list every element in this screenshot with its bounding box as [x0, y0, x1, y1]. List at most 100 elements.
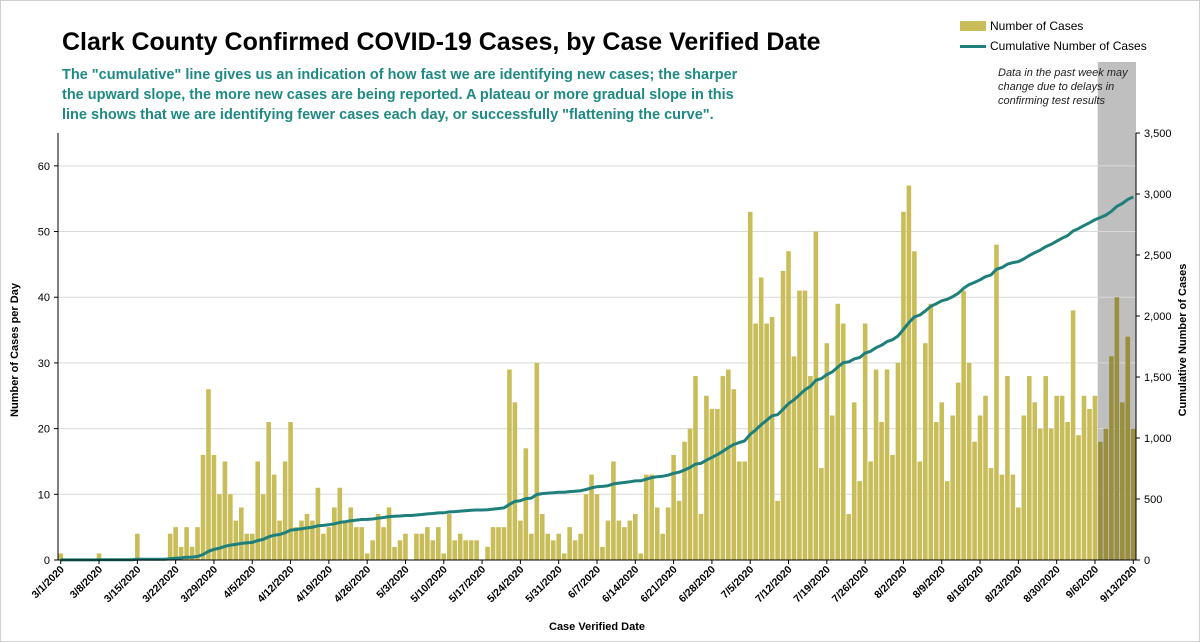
x-tick-label: 5/31/2020 [523, 564, 565, 606]
bar-daily-cases [955, 382, 961, 560]
bar-daily-cases [736, 461, 742, 560]
bar-daily-cases [370, 540, 375, 560]
bar-daily-cases [742, 461, 748, 560]
y2-tick-label: 3,500 [1144, 128, 1172, 140]
bar-daily-cases [923, 343, 928, 560]
bar-daily-cases [1005, 376, 1010, 560]
chart-title: Clark County Confirmed COVID-19 Cases, b… [62, 28, 821, 56]
bar-daily-cases [830, 415, 835, 560]
bar-daily-cases [928, 303, 934, 560]
bar-daily-cases [1081, 395, 1087, 560]
bar-daily-cases [430, 540, 436, 560]
bar-daily-cases [890, 454, 895, 560]
cumulative-cases-line [60, 195, 1134, 562]
bar-daily-cases [299, 520, 304, 560]
bar-daily-cases [868, 461, 873, 560]
y-tick-label: 10 [38, 489, 50, 501]
bar-daily-cases [315, 487, 321, 560]
bar-daily-cases [1037, 428, 1043, 560]
bar-daily-cases [255, 461, 261, 560]
bar-daily-cases [206, 389, 211, 560]
y2-tick-label: 3,000 [1144, 189, 1172, 201]
bar-daily-cases [288, 422, 293, 560]
y2-tick-label: 2,500 [1144, 250, 1172, 262]
x-tick-label: 4/19/2020 [293, 564, 335, 606]
bar-daily-cases [747, 211, 753, 561]
bar-daily-cases [983, 395, 988, 560]
bar-daily-cases [895, 362, 901, 560]
bar-daily-cases [1048, 428, 1054, 560]
bar-daily-cases [1032, 402, 1038, 560]
legend-item-line: Cumulative Number of Cases [960, 36, 1147, 56]
bar-daily-cases [1016, 507, 1021, 560]
bar-daily-cases [200, 454, 206, 560]
bar-daily-cases [342, 520, 348, 560]
x-tick-label: 6/14/2020 [600, 564, 642, 606]
bar-daily-cases [507, 369, 512, 560]
bar-daily-cases [561, 553, 567, 560]
bar-daily-cases [665, 507, 671, 560]
x-tick-label: 8/9/2020 [910, 564, 947, 601]
bar-daily-cases [1010, 474, 1016, 560]
x-tick-label: 6/28/2020 [677, 564, 719, 606]
y-tick-label: 30 [38, 358, 50, 370]
bar-daily-cases [1130, 428, 1136, 560]
bar-daily-cases [583, 494, 589, 560]
x-tick-label: 3/15/2020 [102, 564, 144, 606]
x-axis-label: Case Verified Date [549, 621, 645, 633]
recent-data-note: Data in the past week may change due to … [998, 67, 1128, 107]
y-tick-label: 40 [38, 292, 50, 304]
bar-daily-cases [512, 402, 518, 560]
bar-daily-cases [726, 369, 731, 560]
bar-daily-cases [1103, 428, 1109, 560]
bar-daily-cases [972, 441, 977, 560]
bar-daily-cases [353, 527, 359, 560]
bar-daily-cases [1059, 395, 1065, 560]
bar-daily-cases [1021, 415, 1027, 560]
x-tick-label: 3/1/2020 [29, 564, 66, 601]
bar-daily-cases [1092, 395, 1098, 560]
bar-daily-cases [441, 553, 447, 560]
bar-daily-cases [96, 553, 102, 560]
bar-daily-cases [375, 514, 381, 560]
bar-daily-cases [764, 323, 769, 560]
bar-daily-cases [643, 474, 649, 560]
x-tick-label: 8/23/2020 [983, 564, 1025, 606]
bar-daily-cases [846, 514, 852, 560]
bar-daily-cases [529, 533, 534, 560]
y2-tick-label: 0 [1144, 555, 1150, 567]
y-tick-label: 0 [44, 555, 50, 567]
bar-daily-cases [1065, 422, 1070, 560]
x-tick-label: 9/13/2020 [1098, 564, 1140, 606]
bar-daily-cases [627, 520, 633, 560]
legend: Number of Cases Cumulative Number of Cas… [960, 16, 1147, 56]
bar-daily-cases [901, 211, 906, 561]
y2-tick-label: 1,000 [1144, 433, 1172, 445]
legend-item-bars: Number of Cases [960, 16, 1147, 36]
bar-daily-cases [851, 402, 857, 560]
bar-daily-cases [944, 481, 950, 560]
x-tick-label: 8/30/2020 [1021, 564, 1063, 606]
bar-daily-cases [775, 500, 780, 560]
bar-daily-cases [173, 527, 178, 560]
bar-daily-cases [293, 527, 299, 560]
x-tick-label: 7/19/2020 [791, 564, 833, 606]
bar-daily-cases [660, 533, 665, 560]
bar-daily-cases [1109, 356, 1114, 560]
bar-daily-cases [556, 533, 561, 560]
bar-daily-cases [381, 527, 386, 560]
bar-daily-cases [808, 376, 813, 560]
bar-daily-cases [912, 251, 917, 560]
bar-daily-cases [769, 316, 775, 560]
bar-daily-cases [326, 527, 332, 560]
bar-daily-cases [600, 546, 605, 560]
bar-daily-cases [304, 514, 310, 560]
x-tick-label: 7/5/2020 [719, 564, 756, 601]
bar-daily-cases [999, 474, 1005, 560]
bar-daily-cases [228, 494, 233, 560]
bar-daily-cases [244, 533, 250, 560]
x-tick-label: 8/16/2020 [945, 564, 987, 606]
x-tick-label: 6/7/2020 [566, 564, 603, 601]
bar-daily-cases [704, 395, 709, 560]
bar-daily-cases [709, 408, 715, 560]
